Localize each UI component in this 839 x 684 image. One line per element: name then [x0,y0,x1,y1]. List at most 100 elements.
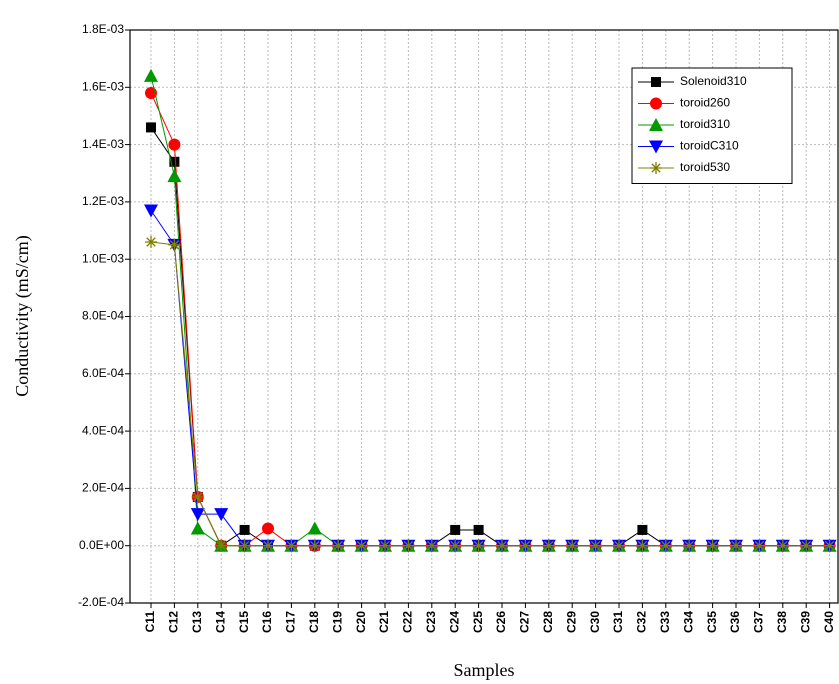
data-point [145,236,157,249]
legend-label: toroid530 [680,160,730,174]
data-point [449,539,462,552]
x-tick-label: C18 [307,611,321,633]
data-point [402,539,415,552]
data-point [753,539,766,552]
data-point [191,490,204,503]
data-point [776,539,789,552]
legend-marker [649,118,663,131]
y-tick-label: -2.0E-04 [78,595,124,609]
x-tick-label: C20 [354,611,368,633]
legend-marker [650,97,662,110]
plot-frame [129,29,839,604]
data-point [144,68,158,82]
y-tick-label: 6.0E-04 [82,366,124,380]
series-line [150,210,830,547]
data-point [285,539,298,552]
data-point [823,539,836,552]
data-point [706,539,719,552]
x-tick-label: C32 [635,611,649,633]
data-point [168,138,181,151]
y-tick-label: 1.4E-03 [82,137,124,151]
y-tick-label: 8.0E-04 [82,309,124,323]
x-tick-label: C35 [705,611,719,633]
data-point [659,539,672,552]
data-point [472,539,485,552]
data-point [542,539,555,552]
data-point [169,156,180,167]
x-tick-label: C13 [190,611,204,633]
data-point [332,539,345,552]
x-tick-label: C17 [284,611,298,633]
data-point [473,524,484,535]
legend-label: toroidC310 [680,139,739,153]
y-tick-label: 0.0E+00 [79,538,124,552]
x-tick-label: C27 [518,611,532,633]
data-point [262,539,274,552]
data-point [238,539,251,552]
y-tick-label: 2.0E-04 [82,481,124,495]
data-point [800,539,813,552]
legend-label: toroid260 [680,96,730,110]
data-point [190,508,205,522]
data-point [450,524,461,535]
y-axis-label: Conductivity (mS/cm) [12,235,33,397]
data-point [355,539,368,552]
data-point [637,524,648,535]
data-point [683,539,696,552]
data-point [308,539,321,552]
data-point [496,539,508,552]
data-point [307,521,322,535]
x-tick-label: C40 [822,611,836,633]
y-tick-label: 1.6E-03 [82,79,124,93]
x-tick-label: C26 [494,611,508,633]
x-tick-label: C16 [260,611,274,633]
data-point [214,508,229,522]
data-point [144,204,158,218]
x-tick-label: C12 [167,611,181,633]
data-point [262,522,274,535]
x-tick-label: C21 [377,611,391,633]
x-tick-label: C15 [237,611,251,633]
data-point [589,539,602,552]
series-line [150,241,830,547]
x-tick-label: C36 [728,611,742,633]
y-tick-label: 4.0E-04 [82,423,124,437]
data-point [215,539,228,552]
x-tick-label: C31 [611,611,625,633]
x-tick-label: C22 [401,611,415,633]
data-point [613,539,625,552]
y-tick-label: 1.2E-03 [82,194,124,208]
x-tick-label: C30 [588,611,602,633]
x-tick-label: C38 [775,611,789,633]
x-tick-label: C28 [541,611,555,633]
x-tick-label: C39 [798,611,812,633]
data-point [636,539,649,552]
x-tick-label: C34 [681,611,695,633]
x-tick-label: C33 [658,611,672,633]
data-point [146,122,156,133]
x-tick-label: C24 [447,611,461,633]
data-point [425,539,438,552]
x-tick-label: C23 [424,611,438,633]
legend-marker [650,162,662,174]
x-tick-label: C11 [143,611,157,633]
legend-label: toroid310 [680,117,730,131]
x-tick-label: C37 [752,611,766,633]
legend-marker [651,77,661,87]
data-point [190,521,205,535]
x-tick-label: C29 [564,611,578,633]
legend-marker [649,140,663,154]
x-tick-label: C25 [471,611,485,633]
x-tick-label: C19 [330,611,344,633]
y-tick-label: 1.0E-03 [82,251,124,265]
data-point [379,539,391,552]
x-tick-label: C14 [213,611,227,633]
y-tick-label: 1.8E-03 [82,22,124,36]
data-point [519,539,532,552]
data-point [239,524,250,535]
series-line [150,127,830,547]
x-axis-label: Samples [454,660,515,680]
data-point [566,539,579,552]
data-point [730,539,742,552]
